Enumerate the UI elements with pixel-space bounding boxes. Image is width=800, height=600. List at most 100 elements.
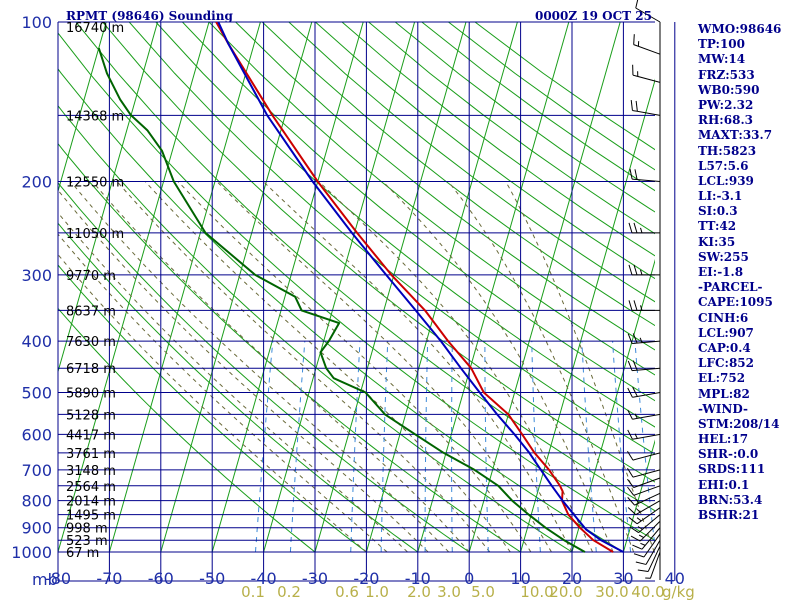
index-item: LFC:852 xyxy=(698,356,754,371)
wind-barb-staff xyxy=(645,539,661,565)
wind-barb xyxy=(627,429,661,440)
mixing-ratio-label: 5.0 xyxy=(471,583,495,600)
temperature-tick-label: 0 xyxy=(464,569,474,588)
wind-barb-flag xyxy=(627,497,635,506)
wind-barb-flag xyxy=(630,535,641,542)
isotherm-line xyxy=(571,258,655,553)
temperature-tick-label: -70 xyxy=(96,569,122,588)
wind-barb-flag xyxy=(627,486,635,496)
wind-barb-half-flag xyxy=(640,269,643,276)
isotherm-line xyxy=(314,22,467,553)
wind-barb-staff xyxy=(632,469,661,478)
pressure-label: 700 xyxy=(21,461,52,480)
index-item: HEL:17 xyxy=(698,432,749,447)
index-item: WB0:590 xyxy=(698,82,760,97)
grid-lines xyxy=(57,21,676,582)
temperature-profile xyxy=(215,22,614,553)
wind-barb xyxy=(627,409,661,420)
stability-indices-panel: WMO:98646 TP:100 MW:14 FRZ:533 WB0:590 PW:2.3… xyxy=(698,22,798,523)
wind-barb xyxy=(635,539,661,565)
mixing-ratio-label: 1.0 xyxy=(365,583,389,600)
wind-barb-flag xyxy=(630,100,633,111)
mixing-ratio-label: 0.6 xyxy=(335,583,359,600)
index-item: LI:-3.1 xyxy=(698,189,743,204)
index-item: L57:5.6 xyxy=(698,158,749,173)
wind-barb xyxy=(632,527,661,550)
pressure-label: 900 xyxy=(21,519,52,538)
isotherm-line xyxy=(211,22,364,553)
height-label: 2564 m xyxy=(66,480,116,495)
temperature-tick-label: -80 xyxy=(45,569,71,588)
mixing-ratio-label: 3.0 xyxy=(437,583,461,600)
mixing-ratio-unit-label: g/kg xyxy=(662,583,695,600)
index-item: SI:0.3 xyxy=(698,204,738,219)
wind-barb xyxy=(627,450,661,461)
index-item: -WIND- xyxy=(698,401,748,416)
wind-barb-flag xyxy=(633,300,638,311)
wind-barb-flag xyxy=(628,264,633,276)
wind-barb-flag xyxy=(627,333,633,344)
mixing-ratio-label: 30.0 xyxy=(595,583,628,600)
index-item: EI:-1.8 xyxy=(698,265,744,279)
index-item: STM:208/14 xyxy=(698,416,780,431)
wind-barb-flag xyxy=(627,409,633,420)
height-label: 11050 m xyxy=(66,227,124,242)
wind-barb xyxy=(633,34,661,55)
wind-barb xyxy=(629,514,661,534)
wind-barb-flag xyxy=(628,516,638,525)
height-label: 7630 m xyxy=(66,335,116,350)
wind-barb xyxy=(628,300,660,311)
wind-barb-flag xyxy=(629,526,639,534)
wind-barb-flag xyxy=(629,168,633,180)
height-label: 1495 m xyxy=(66,509,116,524)
height-label: 3148 m xyxy=(66,464,116,479)
wind-barb-staff xyxy=(643,533,661,558)
index-item: KI:35 xyxy=(698,234,736,249)
index-item: BRN:53.4 xyxy=(698,492,763,507)
wind-barb xyxy=(627,333,661,345)
height-label: 998 m xyxy=(66,522,108,537)
pressure-label: 800 xyxy=(21,492,52,511)
index-item: LCL:939 xyxy=(698,173,754,188)
wind-barb-staff xyxy=(633,477,661,489)
isotherm-line xyxy=(263,22,416,553)
index-item: -PARCEL- xyxy=(698,280,763,295)
pressure-label: 100 xyxy=(21,13,52,32)
wind-barb-staff xyxy=(633,485,661,496)
parcel-profile xyxy=(217,22,624,553)
index-item: EL:752 xyxy=(698,371,746,386)
wind-barb-staff xyxy=(649,551,661,579)
wind-barb-half-flag xyxy=(635,498,640,504)
wind-barb-flag xyxy=(633,222,638,234)
wind-barb-flag xyxy=(633,34,635,45)
pressure-label: 1000 xyxy=(11,543,52,562)
wind-barb xyxy=(630,100,661,116)
chart-title: RPMT (98646) Sounding xyxy=(66,9,233,23)
index-item: EHI:0.1 xyxy=(698,477,750,492)
wind-barb xyxy=(627,386,661,398)
wind-barb-half-flag xyxy=(634,433,638,439)
temperature-tick-label: -40 xyxy=(251,569,277,588)
wind-barb xyxy=(628,507,661,525)
index-item: WMO:98646 xyxy=(698,22,782,36)
wind-barb-half-flag xyxy=(635,508,641,513)
wind-barb-flag xyxy=(627,387,633,398)
temperature-tick-label: -50 xyxy=(199,569,225,588)
mixing-ratio-label: 40.0 xyxy=(631,583,664,600)
index-item: SRDS:111 xyxy=(698,462,766,477)
isotherm-line xyxy=(520,78,655,553)
wind-barb-staff xyxy=(635,7,661,23)
height-label: 2014 m xyxy=(66,495,116,510)
index-item: SHR-:0.0 xyxy=(698,447,759,462)
mixing-ratio-label: 20.0 xyxy=(549,583,582,600)
wind-barb xyxy=(635,0,661,23)
wind-barb-flag xyxy=(627,450,634,461)
isotherm-line xyxy=(365,22,518,553)
wind-barb-half-flag xyxy=(638,534,644,538)
wind-barb xyxy=(627,500,661,516)
wind-barb-half-flag xyxy=(640,227,643,234)
wind-barb xyxy=(627,485,661,496)
pressure-unit-label: mb xyxy=(32,570,58,589)
temperature-tick-label: 10 xyxy=(510,569,530,588)
wind-barb-flag xyxy=(635,561,647,565)
